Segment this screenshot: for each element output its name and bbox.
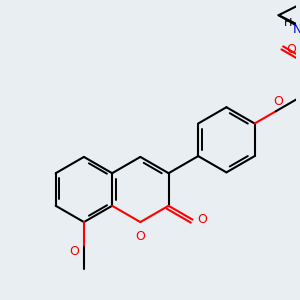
Text: O: O (135, 230, 145, 243)
Text: O: O (273, 95, 283, 108)
Text: H: H (284, 18, 292, 28)
Text: N: N (293, 23, 300, 36)
Text: O: O (197, 213, 207, 226)
Text: O: O (286, 43, 296, 56)
Text: O: O (69, 245, 79, 258)
